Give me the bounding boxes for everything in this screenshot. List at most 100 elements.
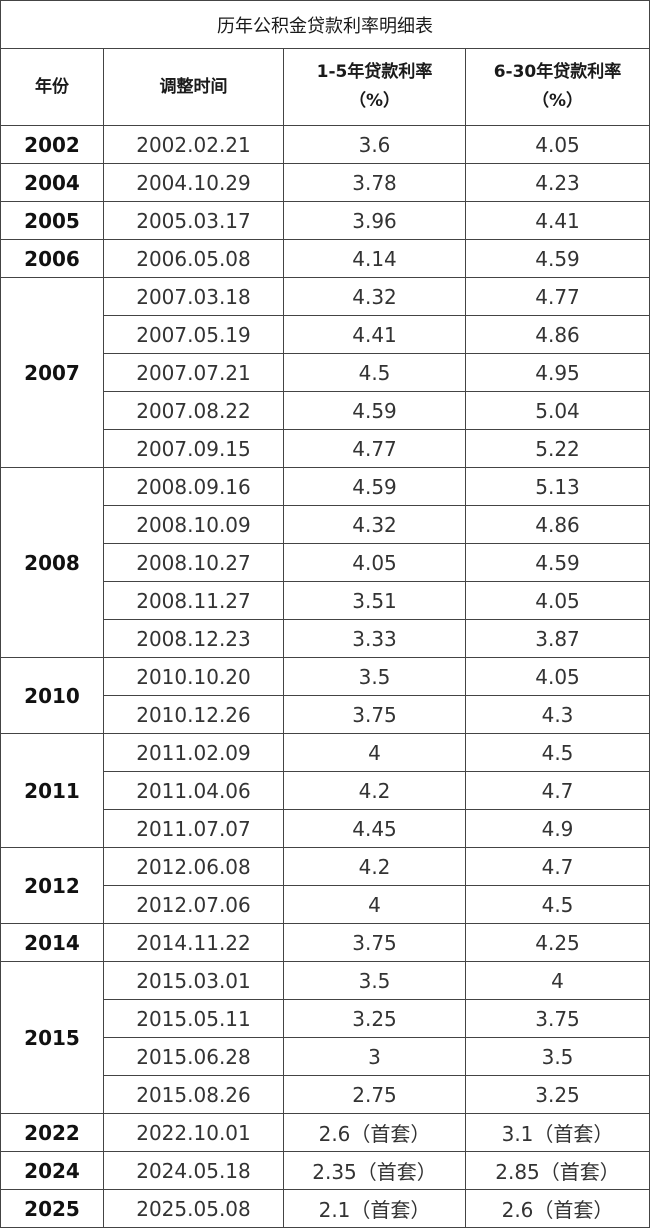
table-row: 2012 2012.06.08 4.2 4.7: [0, 847, 650, 924]
year-cell: 2024: [0, 1151, 104, 1190]
rate-short-cell: 4.2: [283, 847, 466, 886]
table-row: 2007.09.15 4.77 5.22: [1, 429, 650, 468]
title-row: 历年公积金贷款利率明细表: [0, 0, 650, 49]
date-cell: 2007.08.22: [103, 391, 284, 430]
table-row: 2015.05.11 3.25 3.75: [1, 999, 650, 1038]
rate-short-cell: 2.6（首套）: [283, 1113, 466, 1152]
rate-short-cell: 3.78: [283, 163, 466, 202]
rate-short-cell: 2.35（首套）: [283, 1151, 466, 1190]
date-cell: 2022.10.01: [103, 1113, 284, 1152]
rate-short-cell: 4.77: [283, 429, 466, 468]
header-year: 年份: [0, 48, 104, 126]
date-cell: 2015.08.26: [103, 1075, 284, 1114]
rate-short-cell: 4.2: [283, 771, 466, 810]
rate-long-cell: 4.59: [465, 543, 650, 582]
rate-short-cell: 4.45: [283, 809, 466, 848]
table-title: 历年公积金贷款利率明细表: [0, 0, 650, 49]
date-cell: 2010.10.20: [103, 657, 284, 696]
rate-long-cell: 2.6（首套）: [465, 1189, 650, 1228]
date-cell: 2007.03.18: [103, 277, 284, 316]
rate-long-cell: 4.95: [465, 353, 650, 392]
rate-long-cell: 4.05: [465, 581, 650, 620]
table-row: 2008.11.27 3.51 4.05: [1, 581, 650, 620]
rate-short-cell: 3: [283, 1037, 466, 1076]
rate-short-cell: 3.75: [283, 695, 466, 734]
date-cell: 2008.12.23: [103, 619, 284, 658]
header-rate-short-unit: （%）: [348, 91, 401, 111]
rate-long-cell: 4.41: [465, 201, 650, 240]
header-rate-long-unit: （%）: [531, 91, 584, 111]
table-row: 2010 2010.10.20 3.5 4.05: [0, 657, 650, 734]
table-row: 2007 2007.03.18 4.32 4.77: [0, 277, 650, 468]
table-row: 2015.06.28 3 3.5: [1, 1037, 650, 1076]
table-row: 2004 2004.10.29 3.78 4.23: [0, 163, 650, 202]
year-cell: 2005: [0, 201, 104, 240]
rate-long-cell: 5.04: [465, 391, 650, 430]
date-cell: 2012.07.06: [103, 885, 284, 924]
year-cell: 2025: [0, 1189, 104, 1228]
rate-short-cell: 2.75: [283, 1075, 466, 1114]
rate-short-cell: 3.5: [283, 961, 466, 1000]
rate-short-cell: 3.96: [283, 201, 466, 240]
rate-short-cell: 3.75: [283, 923, 466, 962]
rate-long-cell: 4.5: [465, 733, 650, 772]
date-cell: 2006.05.08: [103, 239, 284, 278]
rate-long-cell: 3.25: [465, 1075, 650, 1114]
date-cell: 2008.10.09: [103, 505, 284, 544]
date-cell: 2008.09.16: [103, 467, 284, 506]
table-row: 2010.12.26 3.75 4.3: [1, 695, 650, 734]
rate-short-cell: 3.33: [283, 619, 466, 658]
rate-long-cell: 3.5: [465, 1037, 650, 1076]
year-cell: 2007: [0, 277, 104, 468]
year-cell: 2010: [0, 657, 104, 734]
table-row: 2025 2025.05.08 2.1（首套） 2.6（首套）: [0, 1189, 650, 1228]
table-row: 2008 2008.09.16 4.59 5.13: [0, 467, 650, 658]
date-cell: 2024.05.18: [103, 1151, 284, 1190]
rate-long-cell: 4.23: [465, 163, 650, 202]
header-rate-short: 1-5年贷款利率 （%）: [283, 48, 466, 126]
table-row: 2015.08.26 2.75 3.25: [1, 1075, 650, 1114]
table-row: 2002 2002.02.21 3.6 4.05: [0, 125, 650, 164]
table-row: 2011.07.07 4.45 4.9: [1, 809, 650, 848]
date-cell: 2015.05.11: [103, 999, 284, 1038]
rate-short-cell: 3.6: [283, 125, 466, 164]
date-cell: 2007.05.19: [103, 315, 284, 354]
year-cell: 2002: [0, 125, 104, 164]
rate-long-cell: 4.7: [465, 771, 650, 810]
date-cell: 2015.03.01: [103, 961, 284, 1000]
year-cell: 2022: [0, 1113, 104, 1152]
rate-short-cell: 4.05: [283, 543, 466, 582]
rate-short-cell: 4: [283, 885, 466, 924]
date-cell: 2005.03.17: [103, 201, 284, 240]
date-cell: 2002.02.21: [103, 125, 284, 164]
rate-long-cell: 4: [465, 961, 650, 1000]
rate-long-cell: 4.25: [465, 923, 650, 962]
rate-short-cell: 3.51: [283, 581, 466, 620]
rate-short-cell: 4.59: [283, 391, 466, 430]
table-body: 2002 2002.02.21 3.6 4.05 2004 2004.10.29 3.78 4…: [0, 125, 650, 1228]
rate-long-cell: 3.87: [465, 619, 650, 658]
header-date: 调整时间: [103, 48, 284, 126]
table-row: 2008.12.23 3.33 3.87: [1, 619, 650, 658]
rate-long-cell: 4.86: [465, 315, 650, 354]
table-row: 2015 2015.03.01 3.5 4: [0, 961, 650, 1114]
rate-long-cell: 4.5: [465, 885, 650, 924]
header-rate-short-label: 1-5年贷款利率: [316, 62, 433, 82]
header-rate-long-label: 6-30年贷款利率: [493, 62, 622, 82]
rate-short-cell: 4.41: [283, 315, 466, 354]
rate-short-cell: 2.1（首套）: [283, 1189, 466, 1228]
date-cell: 2014.11.22: [103, 923, 284, 962]
rate-long-cell: 4.05: [465, 657, 650, 696]
date-cell: 2015.06.28: [103, 1037, 284, 1076]
rate-long-cell: 4.9: [465, 809, 650, 848]
date-cell: 2004.10.29: [103, 163, 284, 202]
year-cell: 2004: [0, 163, 104, 202]
date-cell: 2011.04.06: [103, 771, 284, 810]
rate-short-cell: 4.32: [283, 277, 466, 316]
rate-short-cell: 4.59: [283, 467, 466, 506]
year-cell: 2008: [0, 467, 104, 658]
rate-short-cell: 4.5: [283, 353, 466, 392]
year-cell: 2015: [0, 961, 104, 1114]
header-row: 年份 调整时间 1-5年贷款利率 （%） 6-30年贷款利率 （%）: [0, 48, 650, 126]
